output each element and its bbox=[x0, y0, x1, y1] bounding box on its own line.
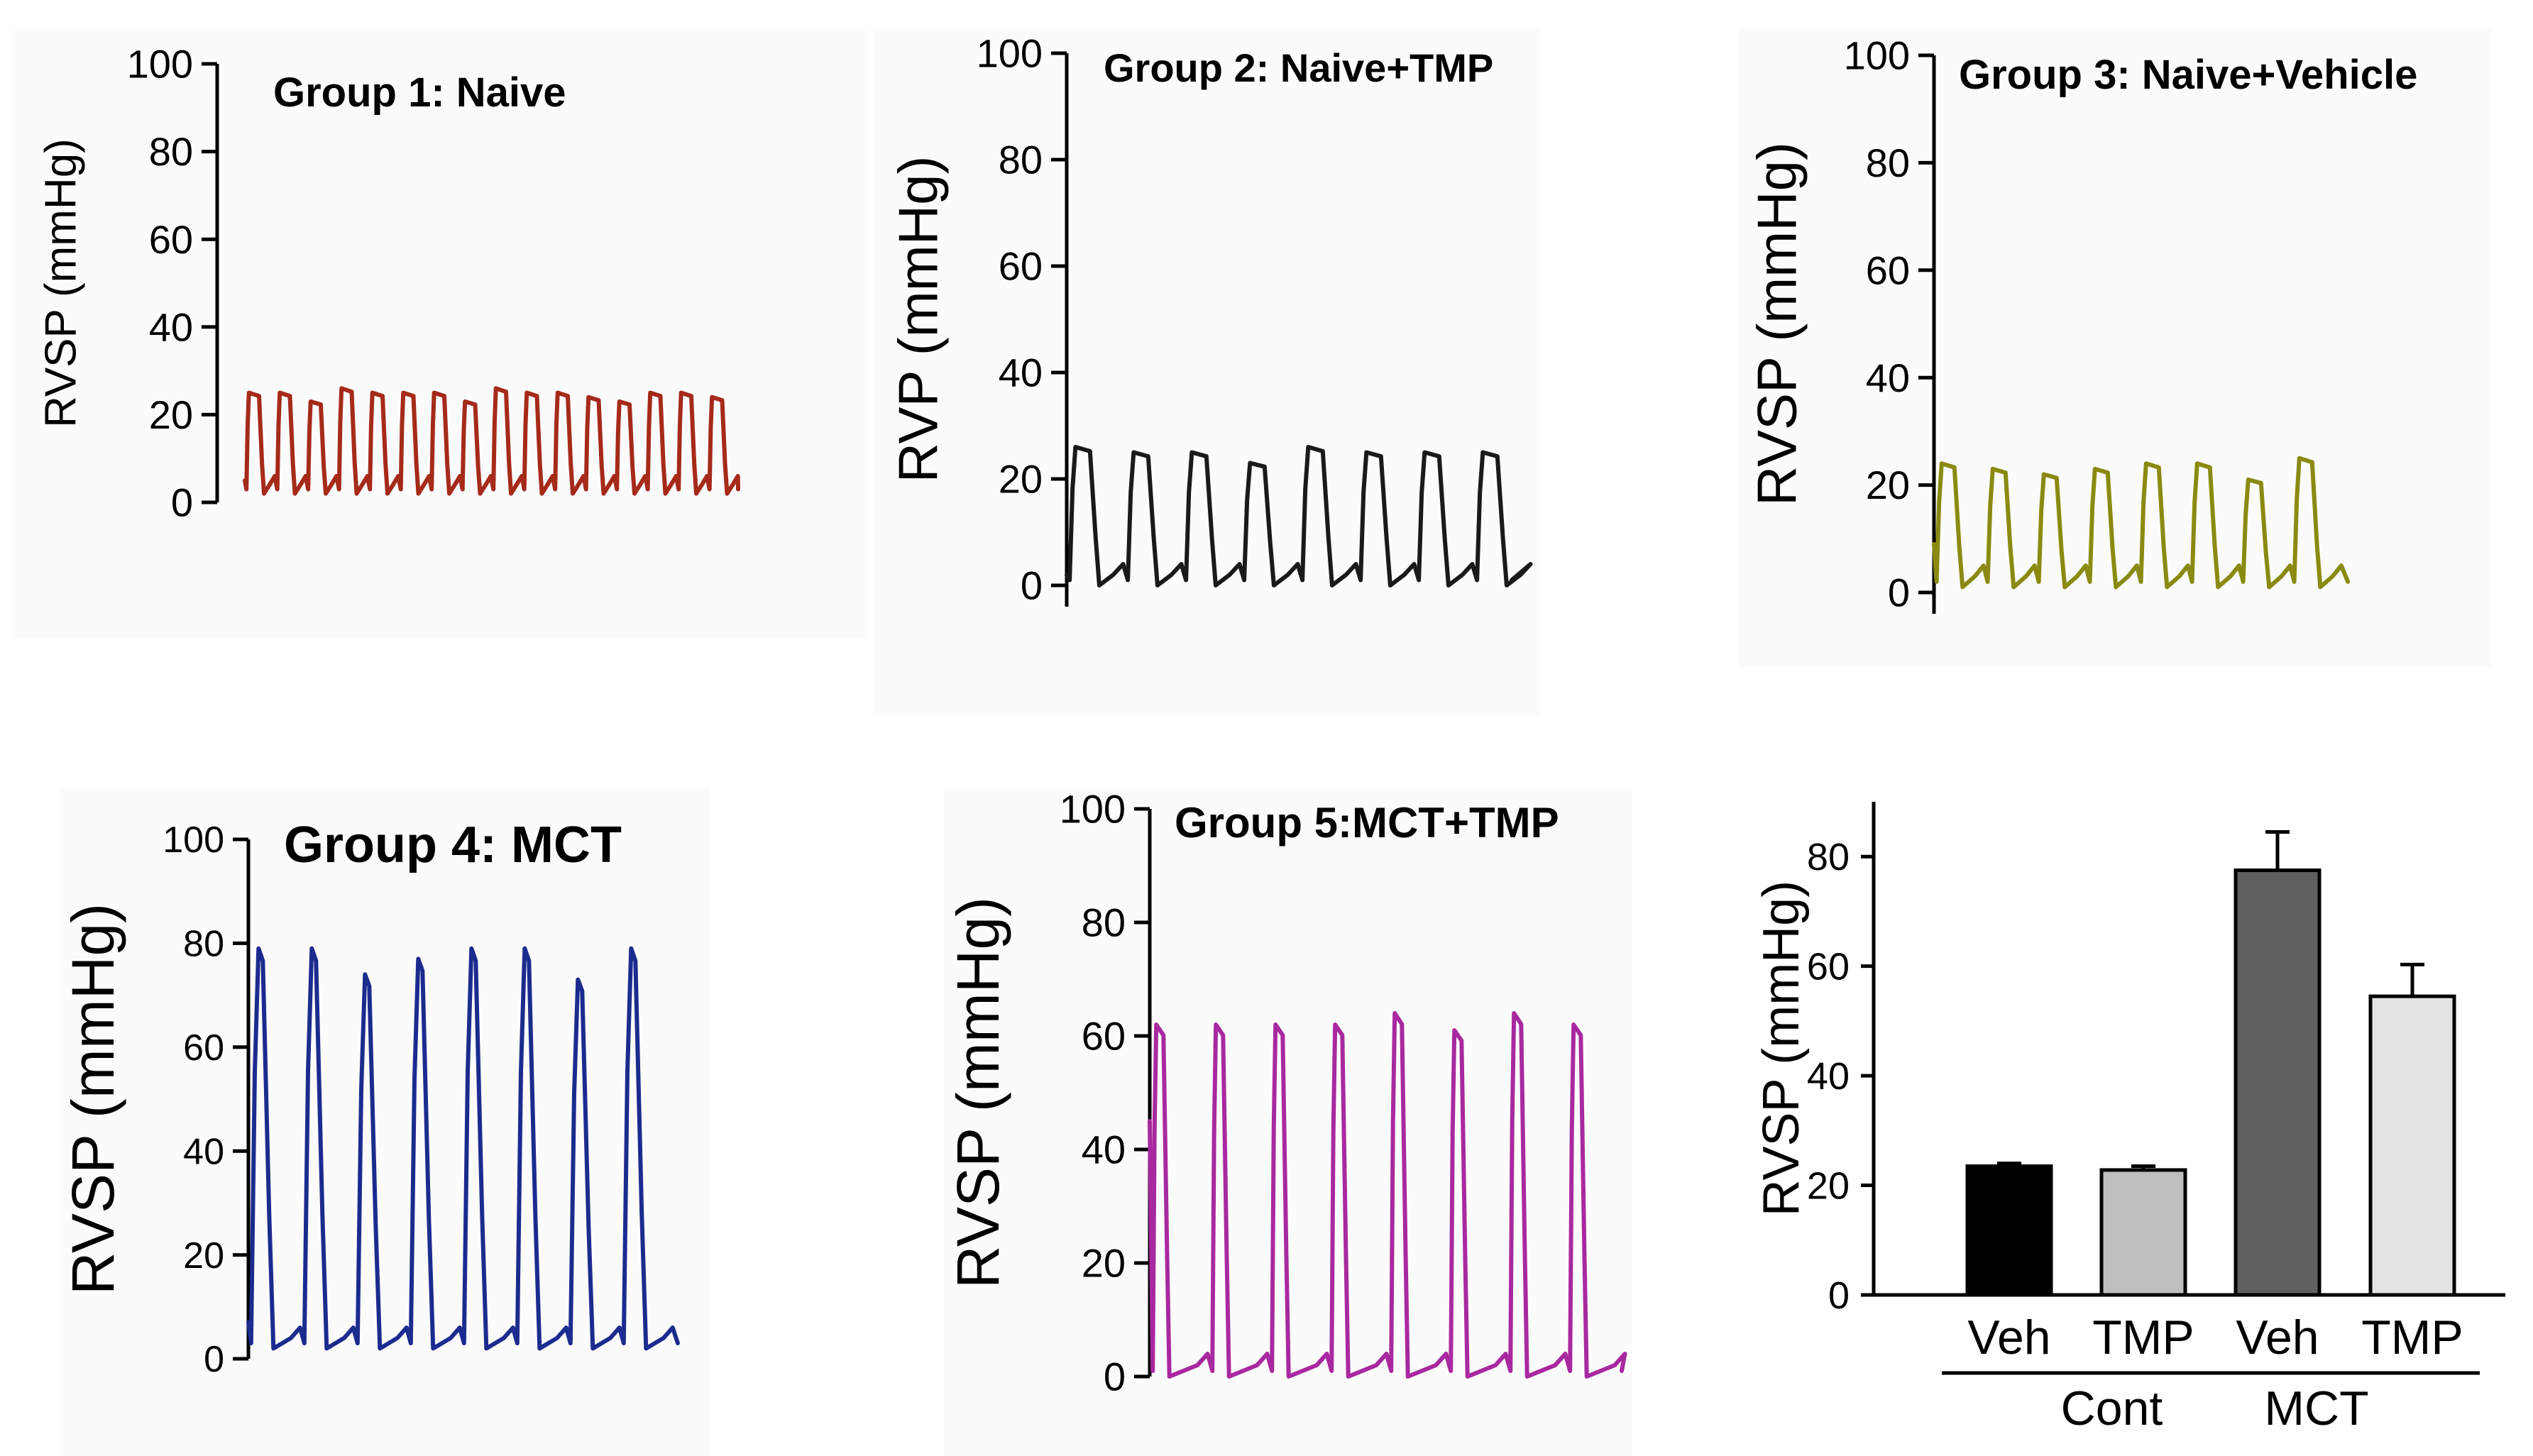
y-tick-label: 0 bbox=[1021, 563, 1043, 608]
panel-title: Group 2: Naive+TMP bbox=[1104, 45, 1493, 90]
bar-1 bbox=[2099, 1168, 2187, 1297]
y-tick-label: 80 bbox=[149, 129, 193, 174]
panel-background bbox=[14, 28, 866, 639]
y-tick-label: 60 bbox=[1807, 946, 1850, 988]
y-tick-label: 20 bbox=[183, 1235, 224, 1276]
pressure-trace bbox=[243, 386, 740, 496]
y-tick-label: 20 bbox=[999, 457, 1043, 502]
panel-group4-mct: 0 20 40 60 80 100 RVSP (mmHg) Group 4: MCT bbox=[60, 788, 710, 1456]
pressure-trace bbox=[1148, 1011, 1627, 1379]
y-tick-label: 80 bbox=[1082, 900, 1126, 945]
y-tick-label: 40 bbox=[1807, 1055, 1850, 1098]
y-axis-title: RVSP (mmHg) bbox=[60, 903, 126, 1295]
pressure-trace bbox=[1932, 456, 2351, 590]
bar-3 bbox=[2368, 994, 2456, 1297]
panel-background bbox=[60, 788, 710, 1456]
y-tick-label: 40 bbox=[1866, 355, 1910, 400]
group-label: Cont bbox=[2061, 1381, 2163, 1435]
y-tick-label: 40 bbox=[183, 1131, 224, 1172]
bar-2 bbox=[2233, 868, 2322, 1297]
pressure-trace bbox=[246, 946, 680, 1351]
y-tick-label: 100 bbox=[977, 31, 1043, 76]
panel-title: Group 5:MCT+TMP bbox=[1175, 799, 1559, 846]
y-tick-label: 100 bbox=[1060, 787, 1126, 832]
y-tick-label: 100 bbox=[1844, 33, 1910, 78]
panel-title: Group 1: Naive bbox=[273, 70, 566, 116]
y-axis-title: RVP (mmHg) bbox=[887, 156, 950, 483]
y-axis-title: RVSP (mmHg) bbox=[1753, 881, 1810, 1216]
bar-0 bbox=[1965, 1164, 2053, 1297]
y-tick-label: 20 bbox=[149, 392, 193, 437]
y-tick-label: 40 bbox=[149, 304, 193, 349]
y-tick-label: 0 bbox=[204, 1339, 224, 1380]
panel-title: Group 4: MCT bbox=[284, 817, 622, 873]
y-tick-label: 0 bbox=[1888, 570, 1910, 615]
y-tick-label: 80 bbox=[1866, 140, 1910, 185]
y-tick-label: 0 bbox=[171, 480, 193, 525]
y-tick-label: 100 bbox=[163, 820, 224, 861]
y-axis-title: RVSP (mmHg) bbox=[36, 138, 85, 428]
panel-background bbox=[873, 28, 1540, 717]
y-tick-label: 60 bbox=[149, 217, 193, 262]
y-tick-label: 80 bbox=[183, 924, 224, 965]
y-tick-label: 0 bbox=[1828, 1274, 1850, 1317]
panel-group1-naive: 0 20 40 60 80 100 RVSP (mmHg) Group 1: Naive bbox=[14, 28, 866, 639]
group-label: MCT bbox=[2264, 1381, 2368, 1435]
y-tick-label: 0 bbox=[1104, 1355, 1126, 1399]
y-tick-label: 20 bbox=[1082, 1241, 1126, 1286]
panel-group3-naive-vehicle: 0 20 40 60 80 100 RVSP (mmHg) Group 3: Naive+Ve… bbox=[1739, 28, 2491, 667]
y-tick-label: 80 bbox=[1807, 836, 1850, 878]
y-tick-label: 60 bbox=[1082, 1014, 1126, 1059]
category-label: TMP bbox=[2092, 1311, 2194, 1364]
category-label: TMP bbox=[2361, 1311, 2463, 1364]
y-tick-label: 100 bbox=[127, 42, 193, 87]
category-label: Veh bbox=[2236, 1311, 2319, 1364]
panel-group5-mct-tmp: 0 20 40 60 80 100 RVSP (mmHg) Group 5:MCT+TMP bbox=[944, 787, 1632, 1456]
y-tick-label: 20 bbox=[1866, 463, 1910, 507]
y-axis-title: RVSP (mmHg) bbox=[945, 897, 1011, 1289]
y-tick-label: 60 bbox=[1866, 248, 1910, 292]
panel-title: Group 3: Naive+Vehicle bbox=[1959, 52, 2417, 98]
y-axis-title: RVSP (mmHg) bbox=[1746, 142, 1808, 506]
y-tick-label: 40 bbox=[1082, 1127, 1126, 1172]
y-tick-label: 20 bbox=[1807, 1165, 1850, 1208]
y-tick-label: 60 bbox=[183, 1027, 224, 1069]
y-tick-label: 80 bbox=[999, 138, 1043, 182]
pressure-trace bbox=[1065, 445, 1533, 588]
y-tick-label: 60 bbox=[999, 244, 1043, 289]
panel-group2-naive-tmp: 0 20 40 60 80 100 RVP (mmHg) Group 2: Naive+TMP bbox=[873, 28, 1540, 717]
category-label: Veh bbox=[1967, 1311, 2050, 1364]
y-tick-label: 40 bbox=[999, 351, 1043, 395]
